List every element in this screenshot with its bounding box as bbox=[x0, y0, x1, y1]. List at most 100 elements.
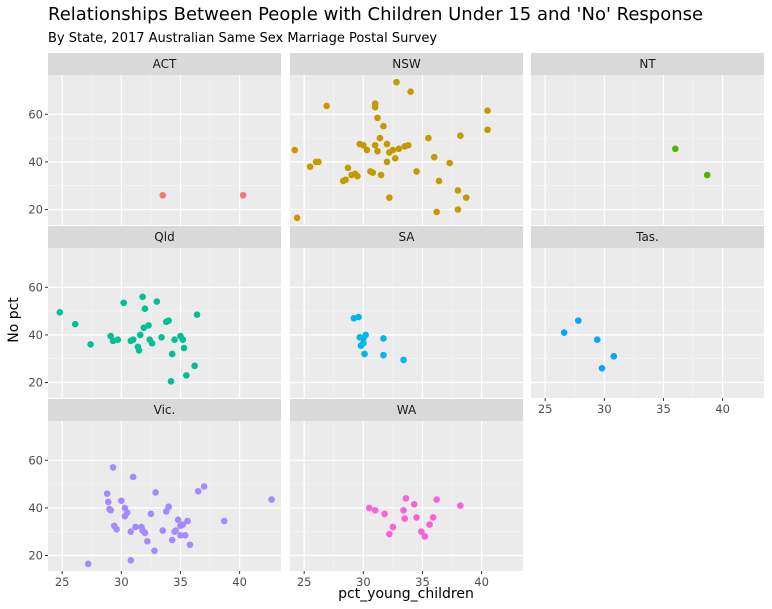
x-tick-label: 30 bbox=[114, 575, 129, 589]
data-point bbox=[446, 159, 453, 167]
data-point bbox=[268, 496, 275, 503]
data-point bbox=[433, 208, 440, 216]
data-point bbox=[426, 521, 433, 528]
data-point bbox=[71, 320, 79, 328]
data-point bbox=[374, 147, 381, 155]
data-point bbox=[148, 339, 156, 347]
data-point bbox=[433, 496, 440, 503]
y-axis-title: No pct bbox=[6, 297, 22, 343]
facet-wa: WA bbox=[290, 399, 523, 571]
facet-act: ACT bbox=[48, 53, 281, 225]
data-point bbox=[430, 153, 438, 161]
panel-background bbox=[48, 75, 281, 225]
data-point bbox=[454, 206, 462, 213]
data-point bbox=[306, 163, 314, 170]
facet-nsw: NSW bbox=[290, 53, 523, 225]
data-point bbox=[84, 560, 92, 568]
facet-strip-label: ACT bbox=[153, 57, 177, 71]
data-point bbox=[181, 531, 189, 539]
data-point bbox=[193, 311, 201, 318]
data-point bbox=[191, 362, 198, 370]
data-point bbox=[386, 530, 393, 538]
panel-background bbox=[531, 248, 764, 398]
facet-strip bbox=[48, 53, 281, 75]
x-tick-label: 25 bbox=[538, 402, 553, 416]
x-tick-label: 30 bbox=[356, 575, 371, 589]
y-tick-label: 20 bbox=[28, 549, 43, 563]
data-point bbox=[186, 541, 194, 549]
facet-strip bbox=[290, 399, 523, 421]
data-point bbox=[132, 523, 139, 531]
data-point bbox=[457, 502, 464, 509]
facet-strip bbox=[290, 53, 523, 75]
data-point bbox=[380, 335, 387, 342]
data-point bbox=[425, 134, 432, 142]
facet-tas: Tas. bbox=[531, 226, 764, 398]
data-point bbox=[141, 529, 149, 537]
data-point bbox=[113, 526, 120, 533]
data-point bbox=[344, 164, 352, 172]
data-point bbox=[386, 194, 393, 201]
data-point bbox=[168, 536, 176, 544]
facet-nt: NT bbox=[531, 53, 764, 225]
axes: 20 40 60 20 40 60 25 30 35 40 20 40 60 25 30 35 40 25 30 35… bbox=[28, 107, 730, 589]
y-tick-label: 60 bbox=[28, 453, 43, 467]
facet-strip bbox=[531, 53, 764, 75]
data-point bbox=[168, 350, 176, 358]
y-tick-label: 60 bbox=[28, 280, 43, 294]
data-point bbox=[380, 351, 387, 359]
data-point bbox=[454, 187, 462, 194]
data-point bbox=[381, 510, 388, 518]
data-point bbox=[129, 336, 137, 343]
data-point bbox=[145, 322, 152, 329]
data-point bbox=[194, 487, 202, 495]
data-point bbox=[363, 146, 371, 154]
data-point bbox=[159, 191, 167, 199]
data-point bbox=[400, 506, 407, 514]
data-point bbox=[380, 122, 387, 130]
data-point bbox=[360, 339, 367, 347]
data-point bbox=[109, 464, 117, 471]
data-point bbox=[118, 497, 125, 505]
data-point bbox=[560, 329, 568, 336]
data-point bbox=[127, 556, 135, 564]
data-point bbox=[153, 298, 161, 305]
data-point bbox=[158, 333, 165, 341]
data-point bbox=[354, 172, 361, 180]
data-point bbox=[56, 308, 64, 316]
chart-subtitle: By State, 2017 Australian Same Sex Marri… bbox=[48, 31, 437, 46]
data-point bbox=[180, 344, 188, 352]
data-point bbox=[391, 155, 399, 162]
chart-title: Relationships Between People with Childr… bbox=[48, 4, 703, 25]
x-tick-label: 30 bbox=[597, 402, 612, 416]
data-point bbox=[179, 521, 187, 528]
data-point bbox=[404, 141, 412, 149]
data-point bbox=[165, 317, 172, 324]
data-point bbox=[400, 356, 407, 364]
x-tick-label: 25 bbox=[55, 575, 70, 589]
data-point bbox=[141, 305, 149, 313]
data-point bbox=[87, 341, 94, 348]
data-point bbox=[239, 191, 247, 199]
data-point bbox=[374, 114, 381, 122]
data-point bbox=[172, 527, 180, 534]
data-point bbox=[703, 171, 711, 179]
x-tick-label: 40 bbox=[715, 402, 730, 416]
data-point bbox=[174, 516, 182, 524]
panel-background bbox=[290, 75, 523, 225]
facet-strip-label: NT bbox=[639, 57, 656, 71]
data-point bbox=[610, 353, 618, 360]
data-point bbox=[435, 177, 443, 185]
facet-strip-label: SA bbox=[398, 230, 415, 244]
data-point bbox=[129, 473, 137, 481]
x-tick-label: 35 bbox=[415, 575, 430, 589]
data-point bbox=[361, 350, 368, 358]
data-point bbox=[371, 506, 379, 514]
data-point bbox=[151, 547, 158, 555]
y-tick-label: 40 bbox=[28, 328, 43, 342]
facet-sa: SA bbox=[290, 226, 523, 398]
data-point bbox=[371, 141, 379, 149]
data-point bbox=[171, 336, 178, 343]
data-point bbox=[575, 317, 582, 324]
